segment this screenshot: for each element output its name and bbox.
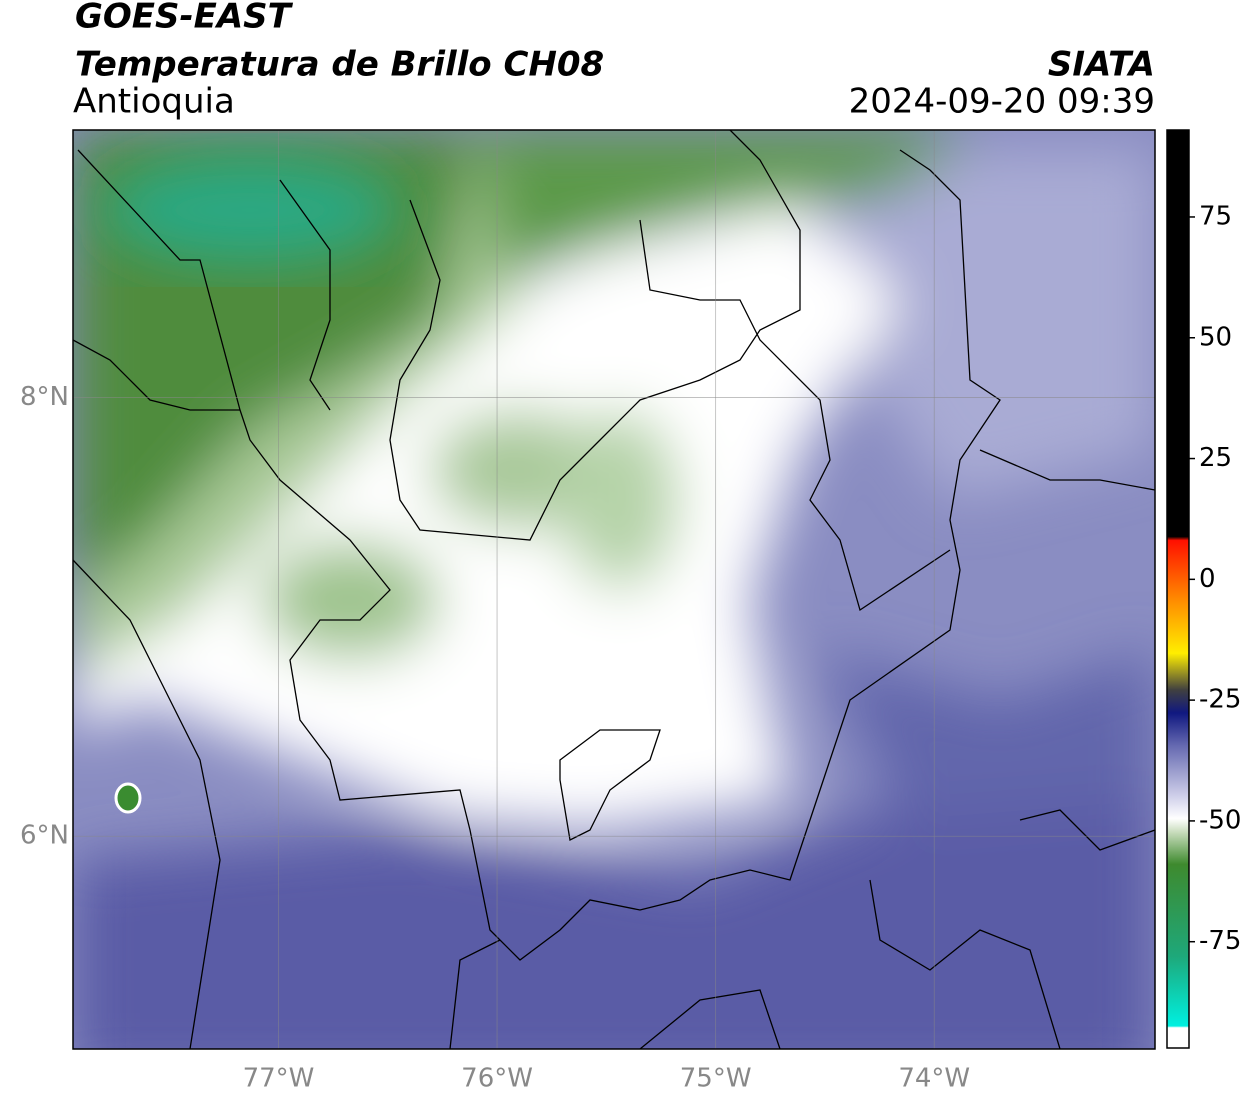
datetime: 2024-09-20 09:39: [849, 82, 1155, 122]
x-tick-label: 74°W: [898, 1064, 970, 1094]
grid: [73, 130, 1155, 1049]
subtitle: Temperatura de Brillo CH08: [75, 45, 604, 85]
x-tick-label: 77°W: [243, 1064, 315, 1094]
colorbar-tick-label: -75: [1199, 926, 1241, 956]
map-frame: [72, 129, 1156, 1050]
colorbar: [1166, 129, 1190, 1049]
colorbar-tick-label: 75: [1199, 201, 1232, 231]
satellite-image: [73, 130, 1155, 1049]
borders: [73, 130, 1155, 1049]
x-tick-label: 75°W: [680, 1064, 752, 1094]
colorbar-tick-label: 0: [1199, 564, 1216, 594]
colorbar-tick-label: -25: [1199, 685, 1241, 715]
colorbar-tick-label: -50: [1199, 805, 1241, 835]
colorbar-tick-label: 25: [1199, 443, 1232, 473]
region: Antioquia: [73, 82, 235, 122]
title: GOES-EAST: [75, 0, 294, 37]
colorbar-tick-label: 50: [1199, 322, 1232, 352]
source: SIATA: [1048, 45, 1155, 85]
y-tick-label: 8°N: [20, 382, 69, 412]
y-tick-label: 6°N: [20, 821, 69, 851]
x-tick-label: 76°W: [461, 1064, 533, 1094]
